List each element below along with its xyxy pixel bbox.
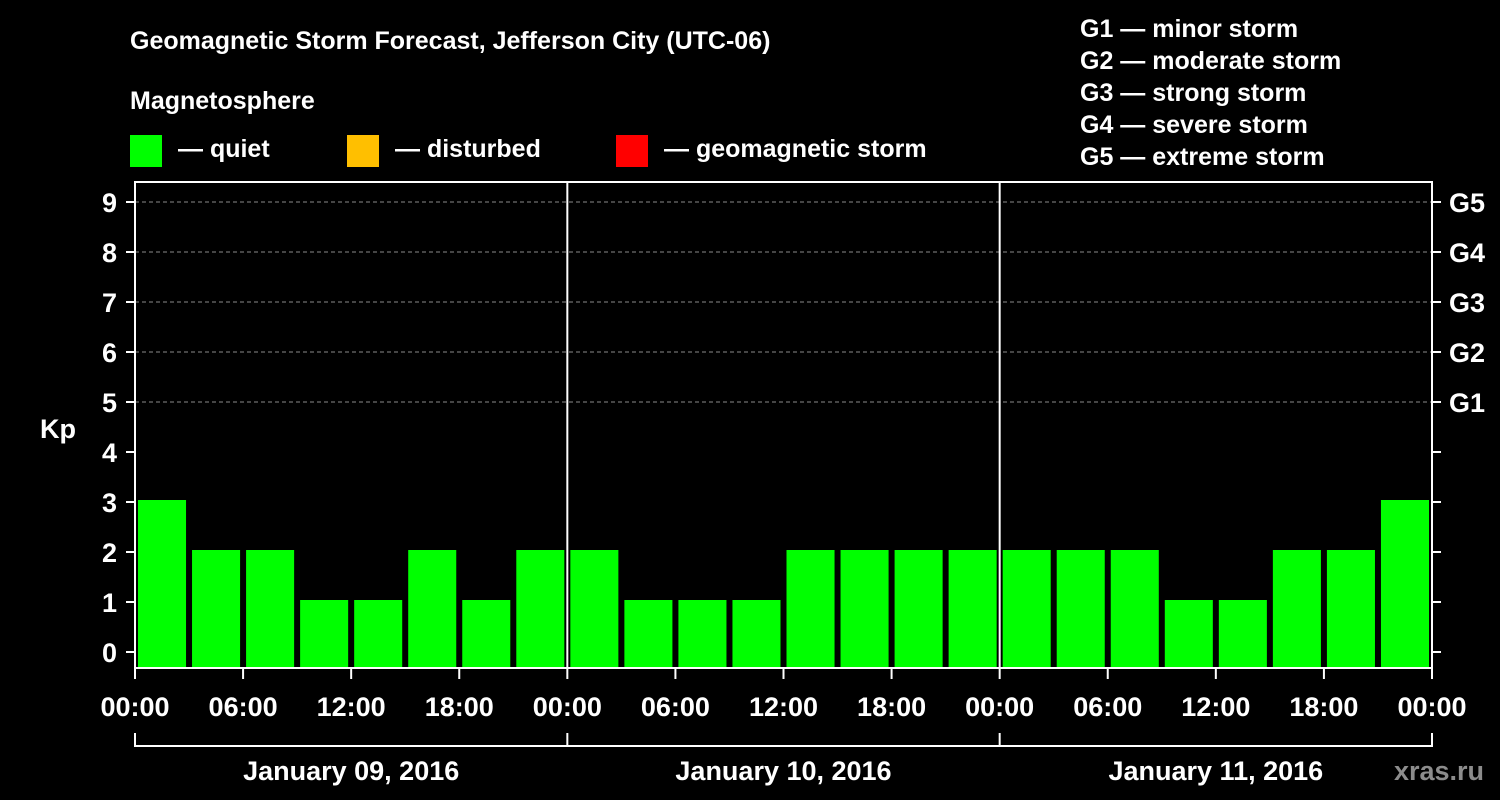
day-label: January 09, 2016 [243,756,459,786]
bar [624,600,673,668]
bar [1218,600,1267,668]
x-tick-label: 18:00 [1289,692,1358,722]
y-tick-label: 3 [102,488,117,518]
legend: — quiet — disturbed — geomagnetic storm [130,135,927,167]
bar [840,550,889,668]
legend-label-1: — disturbed [395,135,541,163]
bar [678,600,727,668]
bar [732,600,781,668]
y-tick-label: 9 [102,188,117,218]
x-tick-label: 18:00 [425,692,494,722]
bar [408,550,457,668]
x-tick-label: 12:00 [1181,692,1250,722]
storm-level-label: G1 [1449,388,1485,418]
bar [300,600,349,668]
storm-scale-item: G1 — minor storm [1080,15,1298,43]
bar [462,600,511,668]
bar [570,550,619,668]
legend-swatch-2 [616,135,648,167]
x-tick-label: 00:00 [965,692,1034,722]
y-tick-label: 5 [102,388,117,418]
x-tick-label: 06:00 [641,692,710,722]
storm-level-label: G3 [1449,288,1485,318]
legend-label-0: — quiet [178,135,270,163]
bar [1056,550,1105,668]
x-tick-label: 18:00 [857,692,926,722]
bar [1326,550,1375,668]
storm-scale-item: G2 — moderate storm [1080,47,1341,75]
storm-scale-item: G3 — strong storm [1080,79,1306,107]
storm-scale-item: G5 — extreme storm [1080,143,1325,171]
legend-swatch-1 [347,135,379,167]
x-tick-label: 06:00 [209,692,278,722]
storm-level-label: G2 [1449,338,1485,368]
x-tick-label: 00:00 [1397,692,1466,722]
y-tick-label: 2 [102,538,117,568]
y-tick-label: 7 [102,288,117,318]
legend-label-2: — geomagnetic storm [664,135,927,163]
bar [1110,550,1159,668]
bar [192,550,241,668]
y-tick-label: 8 [102,238,117,268]
storm-scale-item: G4 — severe storm [1080,111,1308,139]
bar [246,550,295,668]
y-tick-label: 1 [102,588,117,618]
chart-title: Geomagnetic Storm Forecast, Jefferson Ci… [130,27,770,55]
day-label: January 11, 2016 [1108,756,1323,786]
bar [516,550,565,668]
day-axis: January 09, 2016 January 10, 2016 January … [134,733,1433,786]
storm-level-label: G5 [1449,188,1485,218]
y-tick-label: 6 [102,338,117,368]
watermark: xras.ru [1394,756,1484,786]
x-tick-label: 12:00 [749,692,818,722]
bar-series [138,500,1429,668]
grid [135,201,1432,403]
storm-level-axis: G1 G2 G3 G4 G5 [1432,188,1485,653]
bar [1002,550,1051,668]
x-axis: 00:00 06:00 12:00 18:00 00:00 06:00 12:00 18:00… [100,668,1467,722]
bar [138,500,187,668]
legend-title: Magnetosphere [130,87,315,115]
day-label: January 10, 2016 [675,756,891,786]
bar [1380,500,1429,668]
bar [354,600,403,668]
bar [948,550,997,668]
bar [786,550,835,668]
bar [894,550,943,668]
y-tick-label: 4 [102,438,117,468]
y-tick-label: 0 [102,638,117,668]
legend-swatch-0 [130,135,162,167]
bar [1272,550,1321,668]
storm-scale-legend: G1 — minor storm G2 — moderate storm G3 — … [1080,15,1341,171]
y-axis: 0 1 2 3 4 5 6 7 8 9 [102,188,135,668]
bar [1164,600,1213,668]
x-tick-label: 12:00 [317,692,386,722]
storm-level-label: G4 [1449,238,1485,268]
y-axis-label: Kp [40,414,76,444]
x-tick-label: 00:00 [533,692,602,722]
x-tick-label: 00:00 [100,692,169,722]
x-tick-label: 06:00 [1073,692,1142,722]
